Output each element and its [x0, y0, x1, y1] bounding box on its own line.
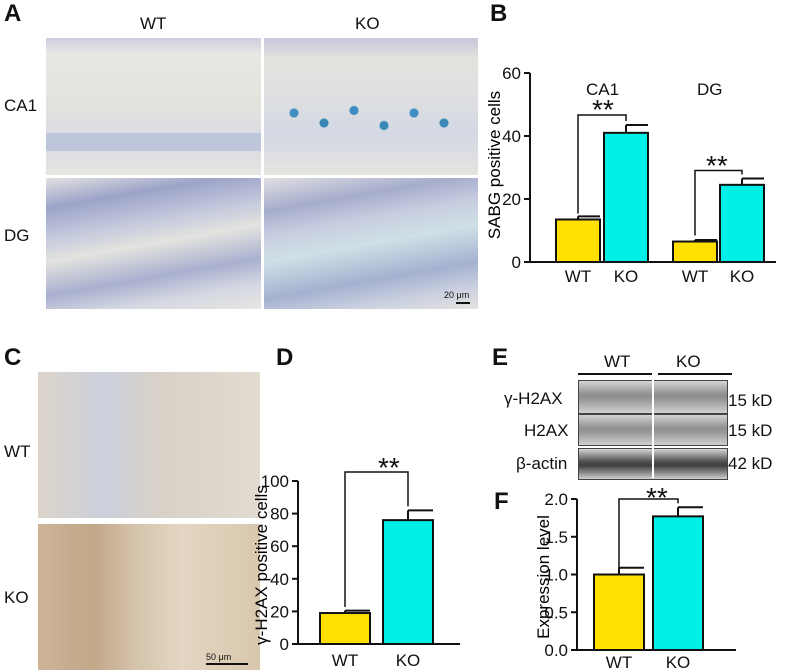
blot-lane-divider — [652, 380, 654, 478]
chart-d-category-label-0: WT — [332, 651, 358, 670]
panel-e-size-h2ax: 15 kD — [728, 421, 773, 440]
panel-e-protein-h2ax: H2AX — [524, 421, 569, 440]
chart-f-tick-label-1: 0.5 — [544, 603, 568, 622]
chart-d-bars: WT KO — [319, 471, 434, 670]
chart-b-category-label-3: KO — [730, 267, 755, 286]
chart-f-bars: WT KO — [593, 498, 704, 670]
chart-f-significance-bracket-0 — [618, 498, 679, 569]
micrograph-a-ko-dg: 20 μm — [264, 178, 478, 309]
panel-a-col-label-wt: WT — [140, 14, 167, 33]
chart-d-category-label-1: KO — [396, 651, 421, 670]
chart-b-bar-0 — [555, 218, 601, 264]
chart-f-significance: ** — [646, 482, 668, 513]
chart-b-tick-label-2: 40 — [502, 127, 521, 146]
chart-b-significance-bracket-0 — [577, 114, 627, 214]
panel-label-b: B — [490, 0, 508, 27]
panel-label-c: C — [4, 344, 22, 371]
chart-d-tick-label-2: 40 — [270, 570, 289, 589]
panel-a-scale-bar: 20 μm — [444, 290, 470, 300]
chart-b-category-label-0: WT — [565, 267, 591, 286]
micrograph-a-wt-ca1 — [46, 38, 261, 175]
chart-d-ylabel: γ-H2AX positive cells — [252, 485, 271, 645]
chart-d-significance: ** — [378, 452, 400, 483]
panel-e-col-label-wt: WT — [604, 352, 631, 371]
panel-c-scale-bar-line — [206, 663, 248, 665]
chart-d-tick-label-3: 60 — [270, 537, 289, 556]
chart-f-category-label-0: WT — [606, 653, 632, 670]
panel-e-size-gamma-h2ax: 15 kD — [728, 391, 773, 410]
chart-f-tick-label-0: 0.0 — [544, 641, 568, 660]
chart-f-tick-label-2: 1.0 — [544, 566, 568, 585]
chart-b-significance-bracket-1 — [694, 169, 743, 236]
chart-b-group-label-dg: DG — [697, 80, 723, 99]
chart-b-bar-3 — [719, 183, 765, 263]
panel-e-protein-beta-actin: β-actin — [516, 454, 568, 473]
chart-f-category-label-1: KO — [666, 653, 691, 670]
micrograph-a-wt-dg — [46, 178, 261, 309]
chart-b-significance-dg: ** — [706, 150, 728, 181]
chart-f-ylabel: Expression level — [534, 515, 553, 639]
panel-e-size-beta-actin: 42 kD — [728, 454, 773, 473]
chart-b-ylabel: SABG positive cells — [485, 91, 504, 239]
panel-a-row-label-dg: DG — [4, 226, 30, 245]
panel-label-e: E — [492, 344, 509, 371]
chart-f-bar-1 — [652, 515, 704, 651]
micrograph-a-ko-ca1 — [264, 38, 478, 175]
chart-b-tick-label-0: 0 — [512, 253, 521, 272]
micrograph-c-ko: 50 μm — [38, 524, 260, 670]
chart-d-significance-bracket-0 — [344, 471, 409, 608]
panel-a-scale-bar-line — [456, 302, 470, 304]
chart-b-category-label-1: KO — [614, 267, 639, 286]
panel-label-d: D — [276, 344, 294, 371]
chart-f-tick-label-3: 1.5 — [544, 528, 568, 547]
panel-a-row-label-ca1: CA1 — [4, 96, 38, 115]
micrograph-c-wt — [38, 372, 260, 518]
panel-e-col-label-ko: KO — [676, 352, 701, 371]
chart-d-tick-label-4: 80 — [270, 505, 289, 524]
panel-e-wt-bracket — [578, 373, 652, 375]
chart-b-bars: WT KO WT KO — [555, 114, 765, 286]
panel-e-protein-gamma-h2ax: γ-H2AX — [504, 389, 563, 408]
chart-f-bar-0 — [593, 573, 645, 651]
panel-label-f: F — [494, 488, 509, 515]
panel-c-row-label-ko: KO — [4, 588, 29, 607]
panel-c-row-label-wt: WT — [4, 442, 31, 461]
panel-a-col-label-ko: KO — [355, 14, 380, 33]
chart-b-tick-label-1: 20 — [502, 190, 521, 209]
panel-c-scale-bar: 50 μm — [206, 652, 232, 662]
chart-d-axes: 0 20 40 60 80 100 — [261, 472, 460, 654]
chart-d-tick-label-5: 100 — [261, 472, 289, 491]
panel-label-a: A — [4, 0, 22, 27]
chart-f-tick-label-4: 2.0 — [544, 490, 568, 509]
chart-b-category-label-2: WT — [682, 267, 708, 286]
chart-d-tick-label-1: 20 — [270, 602, 289, 621]
chart-b-group-label-ca1: CA1 — [586, 80, 620, 99]
panel-e-ko-bracket — [658, 373, 732, 375]
chart-d-tick-label-0: 0 — [280, 635, 289, 654]
chart-b-tick-label-3: 60 — [502, 64, 521, 83]
chart-b-significance-ca1: ** — [592, 94, 614, 125]
